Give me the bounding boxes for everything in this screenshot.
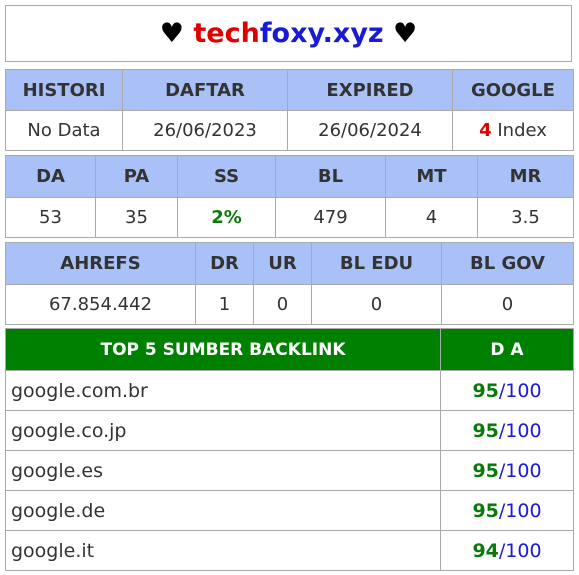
backlink-da-separator: / (498, 499, 506, 522)
daftar-value: 26/06/2023 (122, 110, 288, 151)
heart-icon: ♥ (393, 18, 418, 49)
backlink-da: 95/100 (440, 410, 574, 451)
histori-value: No Data (5, 110, 123, 151)
backlink-source: google.de (5, 490, 441, 531)
header-mt: MT (385, 155, 478, 198)
backlink-da-separator: / (498, 419, 506, 442)
backlink-da-max: 100 (505, 379, 542, 402)
domain-part-2: foxy.xyz (259, 18, 384, 49)
domain-title: ♥ tech foxy.xyz ♥ (5, 5, 572, 62)
google-index-count: 4 (479, 120, 492, 141)
backlink-da-max: 100 (505, 419, 542, 442)
header-bl-edu: BL EDU (311, 242, 442, 285)
backlink-source: google.es (5, 450, 441, 491)
backlink-da-score: 95 (472, 419, 499, 442)
heart-icon: ♥ (159, 18, 184, 49)
header-pa: PA (95, 155, 178, 198)
mt-value: 4 (385, 197, 478, 238)
table-row: google.com.br 95/100 (5, 370, 574, 411)
bl-gov-value: 0 (441, 284, 574, 325)
backlink-table: TOP 5 SUMBER BACKLINK D A google.com.br … (5, 328, 574, 571)
bl-value: 479 (275, 197, 386, 238)
header-ahrefs: AHREFS (5, 242, 196, 285)
backlink-da-score: 94 (472, 539, 499, 562)
backlink-source: google.co.jp (5, 410, 441, 451)
header-backlink-source: TOP 5 SUMBER BACKLINK (5, 328, 441, 371)
header-daftar: DAFTAR (122, 69, 288, 111)
backlink-da-max: 100 (505, 459, 542, 482)
dr-value: 1 (195, 284, 254, 325)
registration-table: HISTORI DAFTAR EXPIRED GOOGLE No Data 26… (5, 69, 574, 151)
backlink-da: 95/100 (440, 490, 574, 531)
backlink-source: google.com.br (5, 370, 441, 411)
header-expired: EXPIRED (287, 69, 453, 111)
header-histori: HISTORI (5, 69, 123, 111)
da-value: 53 (5, 197, 96, 238)
ur-value: 0 (253, 284, 312, 325)
table-row: google.it 94/100 (5, 530, 574, 571)
authority-table: DA PA SS BL MT MR 53 35 2% 479 4 3.5 (5, 155, 574, 238)
header-backlink-da: D A (440, 328, 574, 371)
header-google: GOOGLE (452, 69, 574, 111)
header-ss: SS (177, 155, 276, 198)
table-row: google.de 95/100 (5, 490, 574, 531)
backlink-da-score: 95 (472, 499, 499, 522)
domain-part-1: tech (193, 18, 260, 49)
ss-value: 2% (177, 197, 276, 238)
header-da: DA (5, 155, 96, 198)
backlink-source: google.it (5, 530, 441, 571)
backlink-da-score: 95 (472, 379, 499, 402)
backlink-da: 94/100 (440, 530, 574, 571)
mr-value: 3.5 (477, 197, 574, 238)
backlink-da: 95/100 (440, 370, 574, 411)
backlink-da-max: 100 (505, 539, 542, 562)
ahrefs-table: AHREFS DR UR BL EDU BL GOV 67.854.442 1 … (5, 242, 574, 325)
backlink-da-max: 100 (505, 499, 542, 522)
google-index-label: Index (491, 120, 547, 141)
ahrefs-value: 67.854.442 (5, 284, 196, 325)
header-ur: UR (253, 242, 312, 285)
expired-value: 26/06/2024 (287, 110, 453, 151)
header-bl-gov: BL GOV (441, 242, 574, 285)
backlink-da-separator: / (498, 379, 506, 402)
google-index-value: 4 Index (452, 110, 574, 151)
backlink-da-score: 95 (472, 459, 499, 482)
header-mr: MR (477, 155, 574, 198)
table-row: google.co.jp 95/100 (5, 410, 574, 451)
header-bl: BL (275, 155, 386, 198)
backlink-da: 95/100 (440, 450, 574, 491)
backlink-da-separator: / (498, 539, 506, 562)
backlink-da-separator: / (498, 459, 506, 482)
table-row: google.es 95/100 (5, 450, 574, 491)
bl-edu-value: 0 (311, 284, 442, 325)
header-dr: DR (195, 242, 254, 285)
pa-value: 35 (95, 197, 178, 238)
